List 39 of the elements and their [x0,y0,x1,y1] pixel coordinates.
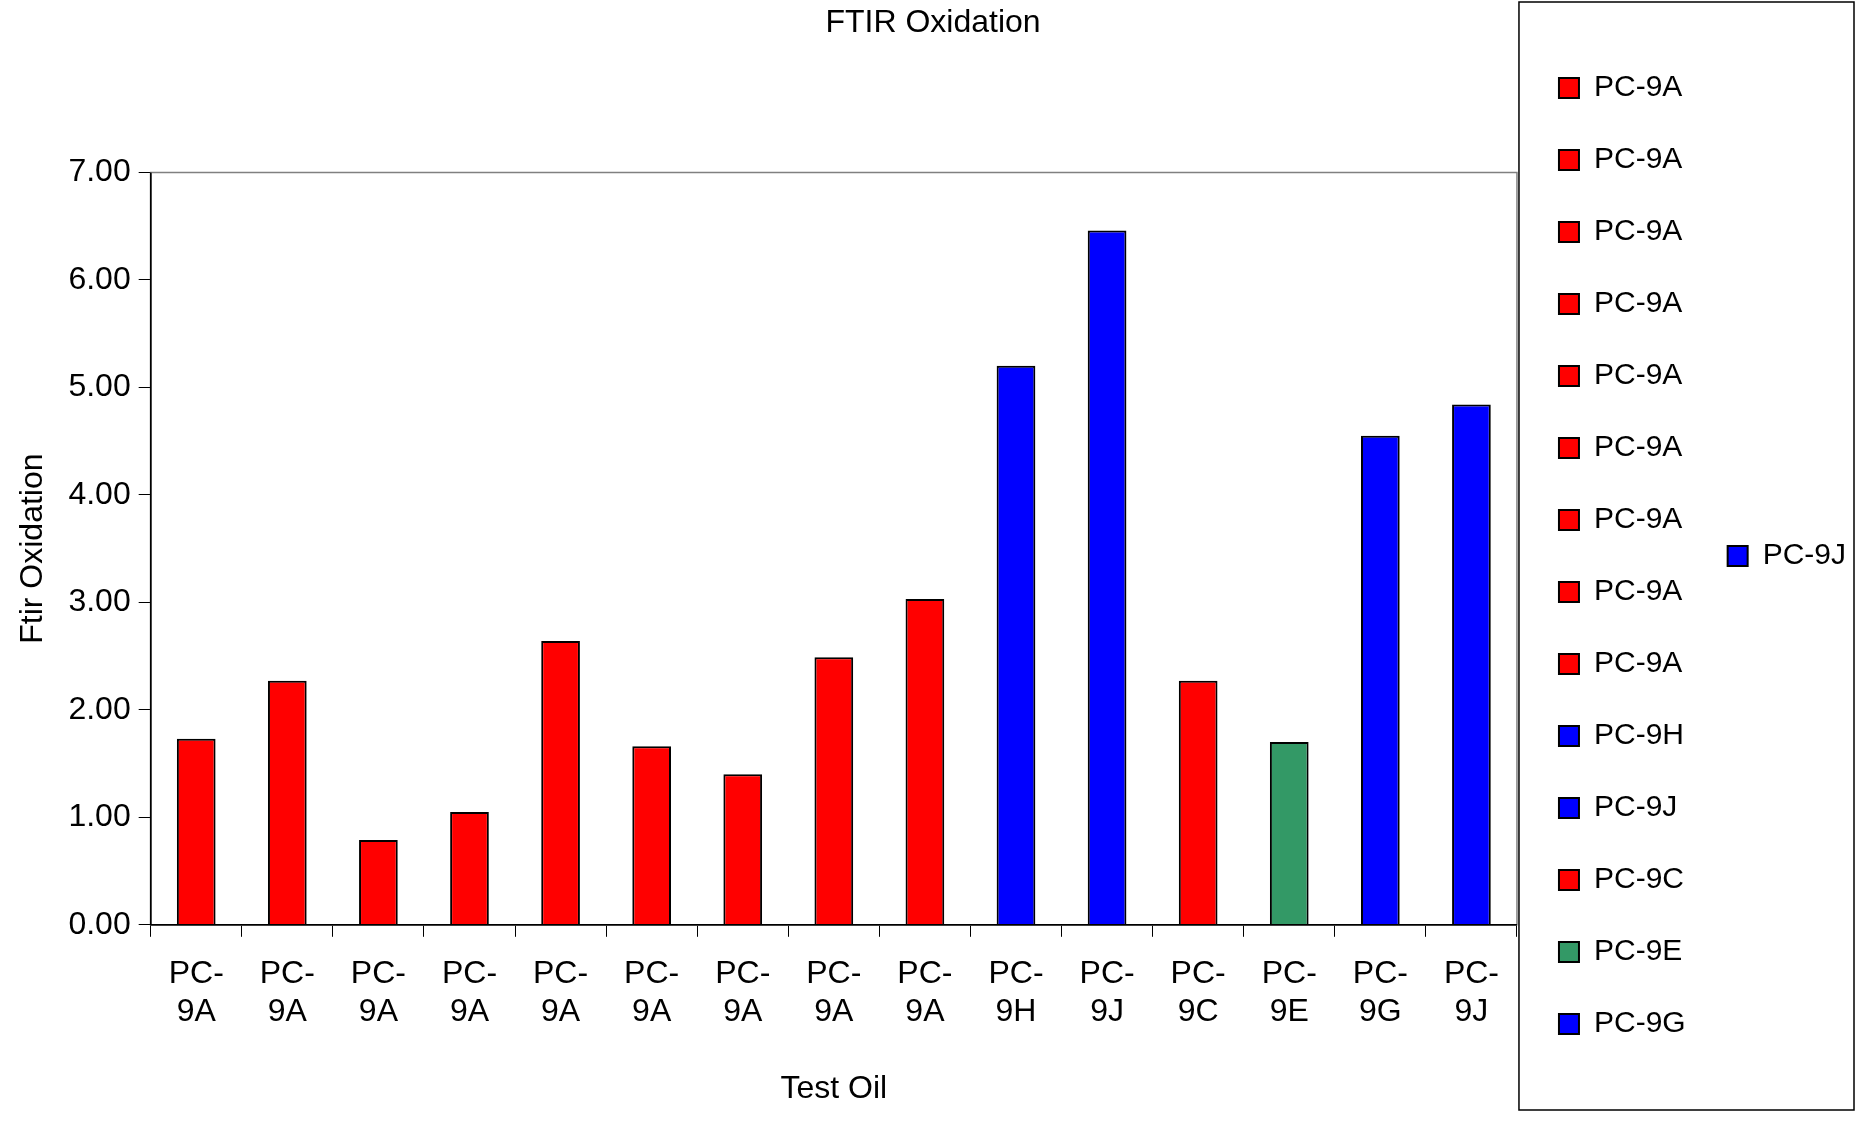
x-tick-label: PC-9J [1443,953,1499,1029]
legend-label: PC-9A [1593,501,1683,535]
legend-label: PC-9A [1593,69,1683,103]
x-tick-label: PC-9A [533,953,589,1029]
x-tick-label: PC-9A [897,953,953,1029]
y-tick-label: 5.00 [68,367,131,404]
x-tick-label: PC-9G [1352,953,1408,1029]
legend-label: PC-9H [1593,717,1684,751]
chart-title: FTIR Oxidation [825,3,1041,40]
legend-label: PC-9J [1762,537,1847,571]
y-axis-title: Ftir Oxidation [13,453,50,644]
y-tick-label: 4.00 [68,474,131,511]
y-tick-label: 2.00 [68,689,131,726]
x-tick-label: PC-9A [441,953,498,1029]
legend-label: PC-9A [1593,645,1683,679]
legend-label: PC-9A [1593,429,1683,463]
x-tick-label: PC-9A [168,953,224,1029]
x-tick-label: PC-9A [259,953,315,1029]
legend-label: PC-9J [1593,789,1678,823]
x-tick-label: PC-9J [1079,953,1135,1029]
y-tick-label: 1.00 [68,797,131,834]
x-tick-label: PC-9E [1261,953,1317,1029]
x-tick-label: PC-9A [624,953,680,1029]
legend-label: PC-9C [1593,861,1684,895]
y-tick-label: 6.00 [68,259,131,296]
x-tick-label: PC-9A [715,953,771,1029]
legend-label: PC-9A [1593,213,1683,247]
x-tick-label: PC-9A [350,953,406,1029]
legend-label: PC-9A [1593,357,1683,391]
y-tick-label: 7.00 [68,152,131,189]
x-tick-label: PC-9C [1170,953,1226,1029]
legend-label: PC-9A [1593,141,1683,175]
x-tick-label: PC-9H [988,953,1044,1029]
x-axis-title: Test Oil [780,1068,888,1105]
y-tick-label: 0.00 [68,904,131,941]
legend-label: PC-9A [1593,573,1683,607]
legend-label: PC-9A [1593,285,1683,319]
x-tick-label: PC-9A [806,953,862,1029]
y-tick-label: 3.00 [68,582,131,619]
